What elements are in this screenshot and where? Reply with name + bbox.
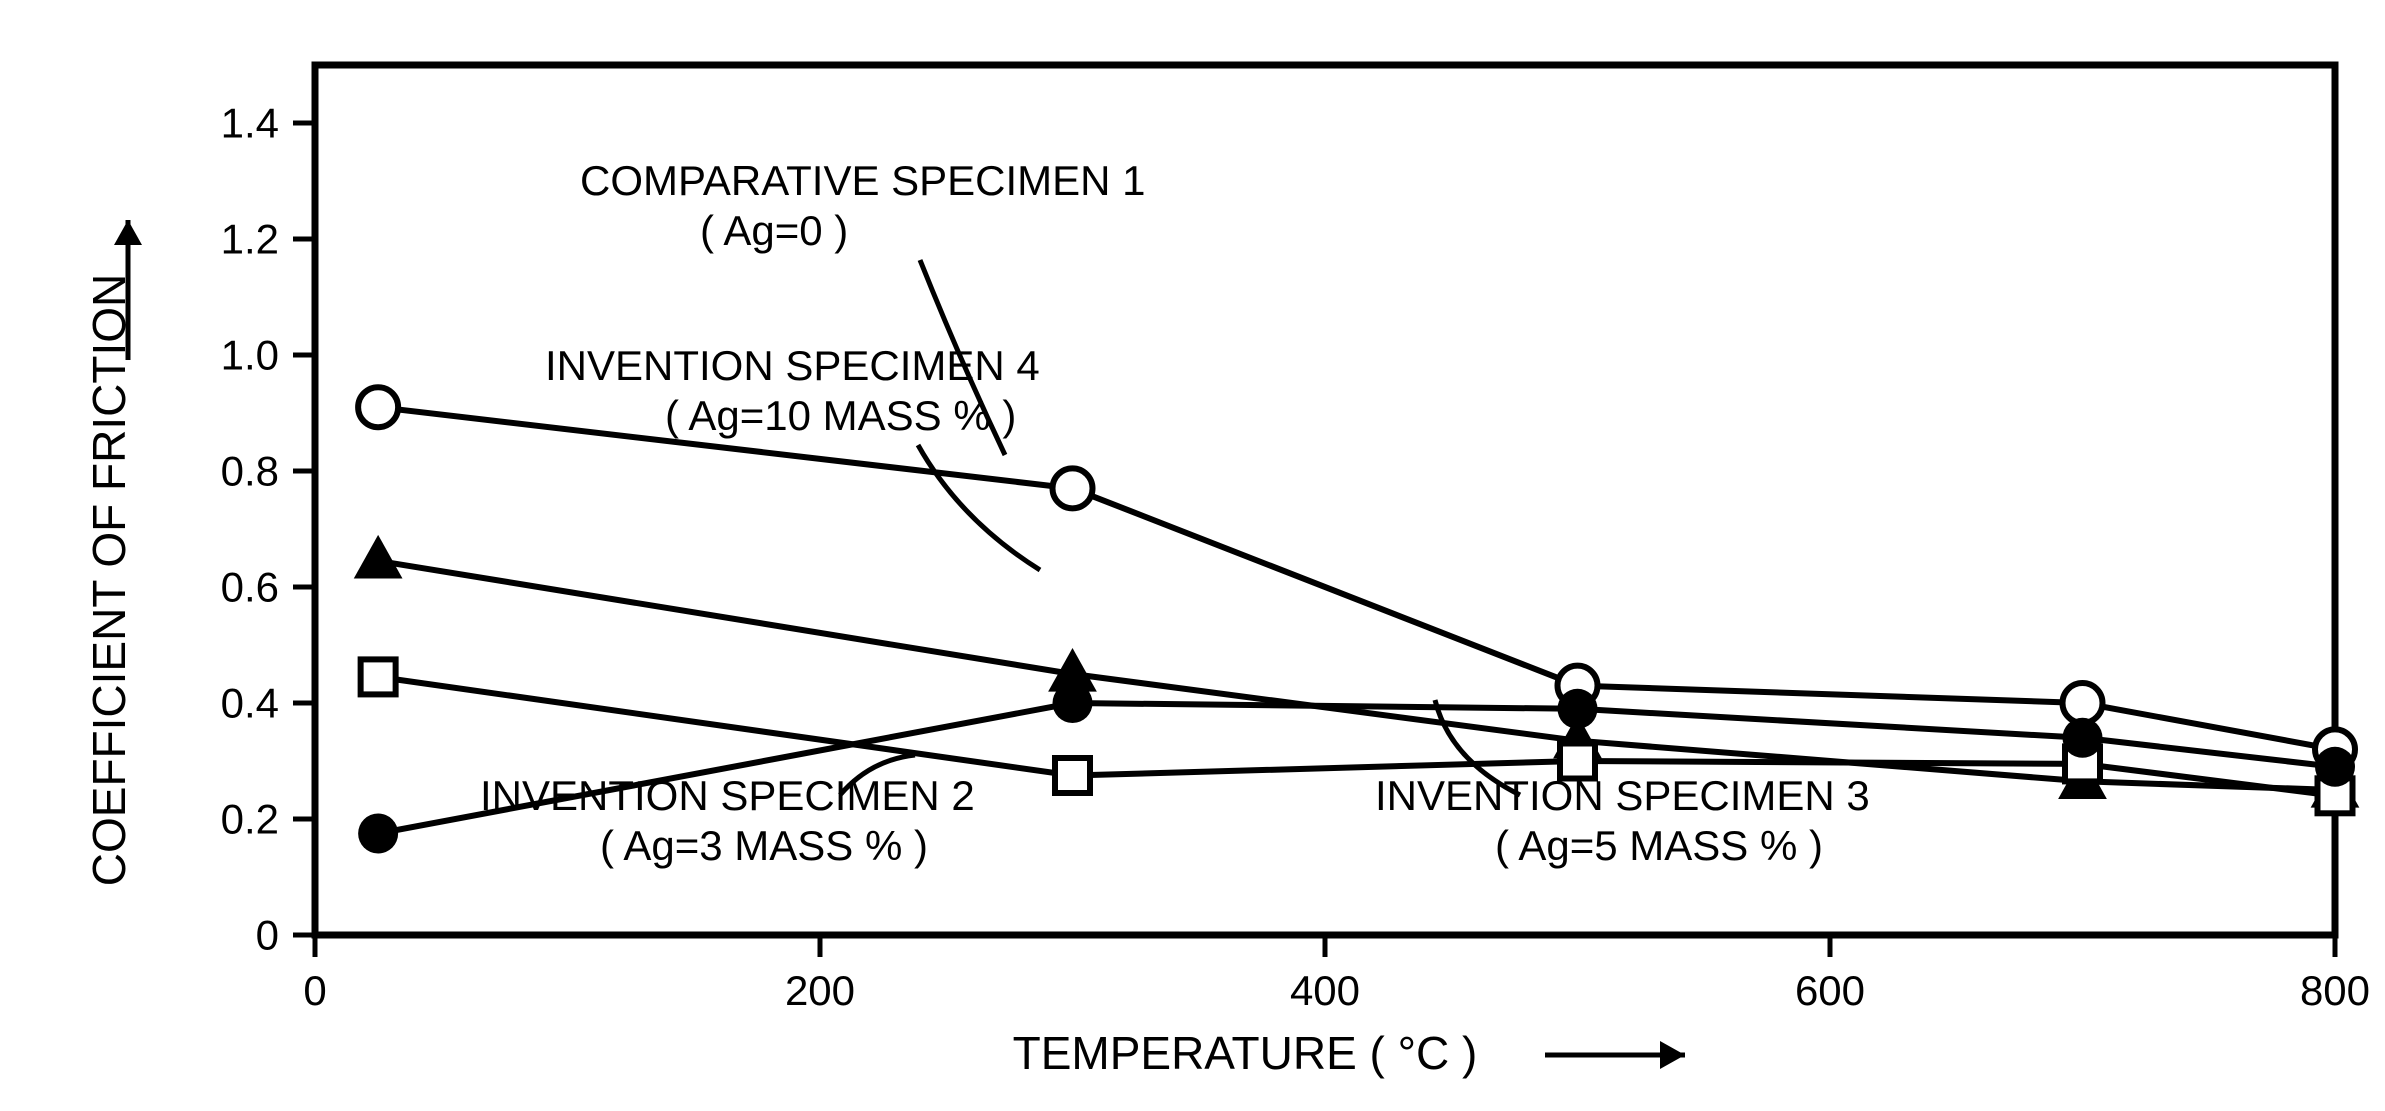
x-tick-label: 400 xyxy=(1290,967,1360,1014)
series-line-invention-4 xyxy=(378,561,2335,790)
y-tick-label: 0.6 xyxy=(221,564,279,611)
annotation-leader-invention-4 xyxy=(918,445,1040,570)
annotation-line2-invention-3: ( Ag=5 MASS % ) xyxy=(1495,822,1823,869)
x-axis-arrow-head xyxy=(1660,1041,1685,1069)
y-tick-label: 0 xyxy=(256,912,279,959)
marker-filled-circle xyxy=(1053,683,1093,723)
marker-filled-triangle xyxy=(354,535,403,579)
y-tick-label: 0.2 xyxy=(221,796,279,843)
y-axis-arrow-head xyxy=(114,220,142,245)
y-tick-label: 1.2 xyxy=(221,216,279,263)
annotation-line2-comparative-1: ( Ag=0 ) xyxy=(700,207,848,254)
friction-vs-temperature-chart: 0 200 400 600 800 0 0.2 0.4 0.6 0.8 1.0 1.2 1.4 TEMPE… xyxy=(0,0,2385,1111)
marker-filled-circle xyxy=(358,814,398,854)
annotation-line1-invention-2: INVENTION SPECIMEN 2 xyxy=(480,772,975,819)
annotation-line1-invention-3: INVENTION SPECIMEN 3 xyxy=(1375,772,1870,819)
marker-open-square xyxy=(361,659,396,694)
y-axis-label: COEFFICIENT OF FRICTION xyxy=(83,274,135,886)
marker-open-circle xyxy=(2063,683,2103,723)
series-line-comparative-1 xyxy=(378,407,2335,749)
marker-filled-circle xyxy=(2315,747,2355,787)
marker-open-circle xyxy=(358,387,398,427)
marker-filled-circle xyxy=(1558,689,1598,729)
y-tick-label: 1.4 xyxy=(221,100,279,147)
y-tick-label: 0.4 xyxy=(221,680,279,727)
annotation-line1-comparative-1: COMPARATIVE SPECIMEN 1 xyxy=(580,157,1146,204)
annotation-line2-invention-4: ( Ag=10 MASS % ) xyxy=(665,392,1016,439)
marker-open-circle xyxy=(1053,468,1093,508)
y-tick-label: 0.8 xyxy=(221,448,279,495)
annotation-line1-invention-4: INVENTION SPECIMEN 4 xyxy=(545,342,1040,389)
x-tick-label: 600 xyxy=(1795,967,1865,1014)
y-tick-label: 1.0 xyxy=(221,332,279,379)
annotation-line2-invention-2: ( Ag=3 MASS % ) xyxy=(600,822,928,869)
x-tick-label: 200 xyxy=(785,967,855,1014)
x-axis-label: TEMPERATURE ( °C ) xyxy=(1013,1027,1478,1079)
x-tick-label: 0 xyxy=(303,967,326,1014)
marker-open-square xyxy=(1055,758,1090,793)
marker-filled-circle xyxy=(2063,718,2103,758)
chart-svg: 0 200 400 600 800 0 0.2 0.4 0.6 0.8 1.0 1.2 1.4 TEMPE… xyxy=(0,0,2385,1111)
x-tick-label: 800 xyxy=(2300,967,2370,1014)
